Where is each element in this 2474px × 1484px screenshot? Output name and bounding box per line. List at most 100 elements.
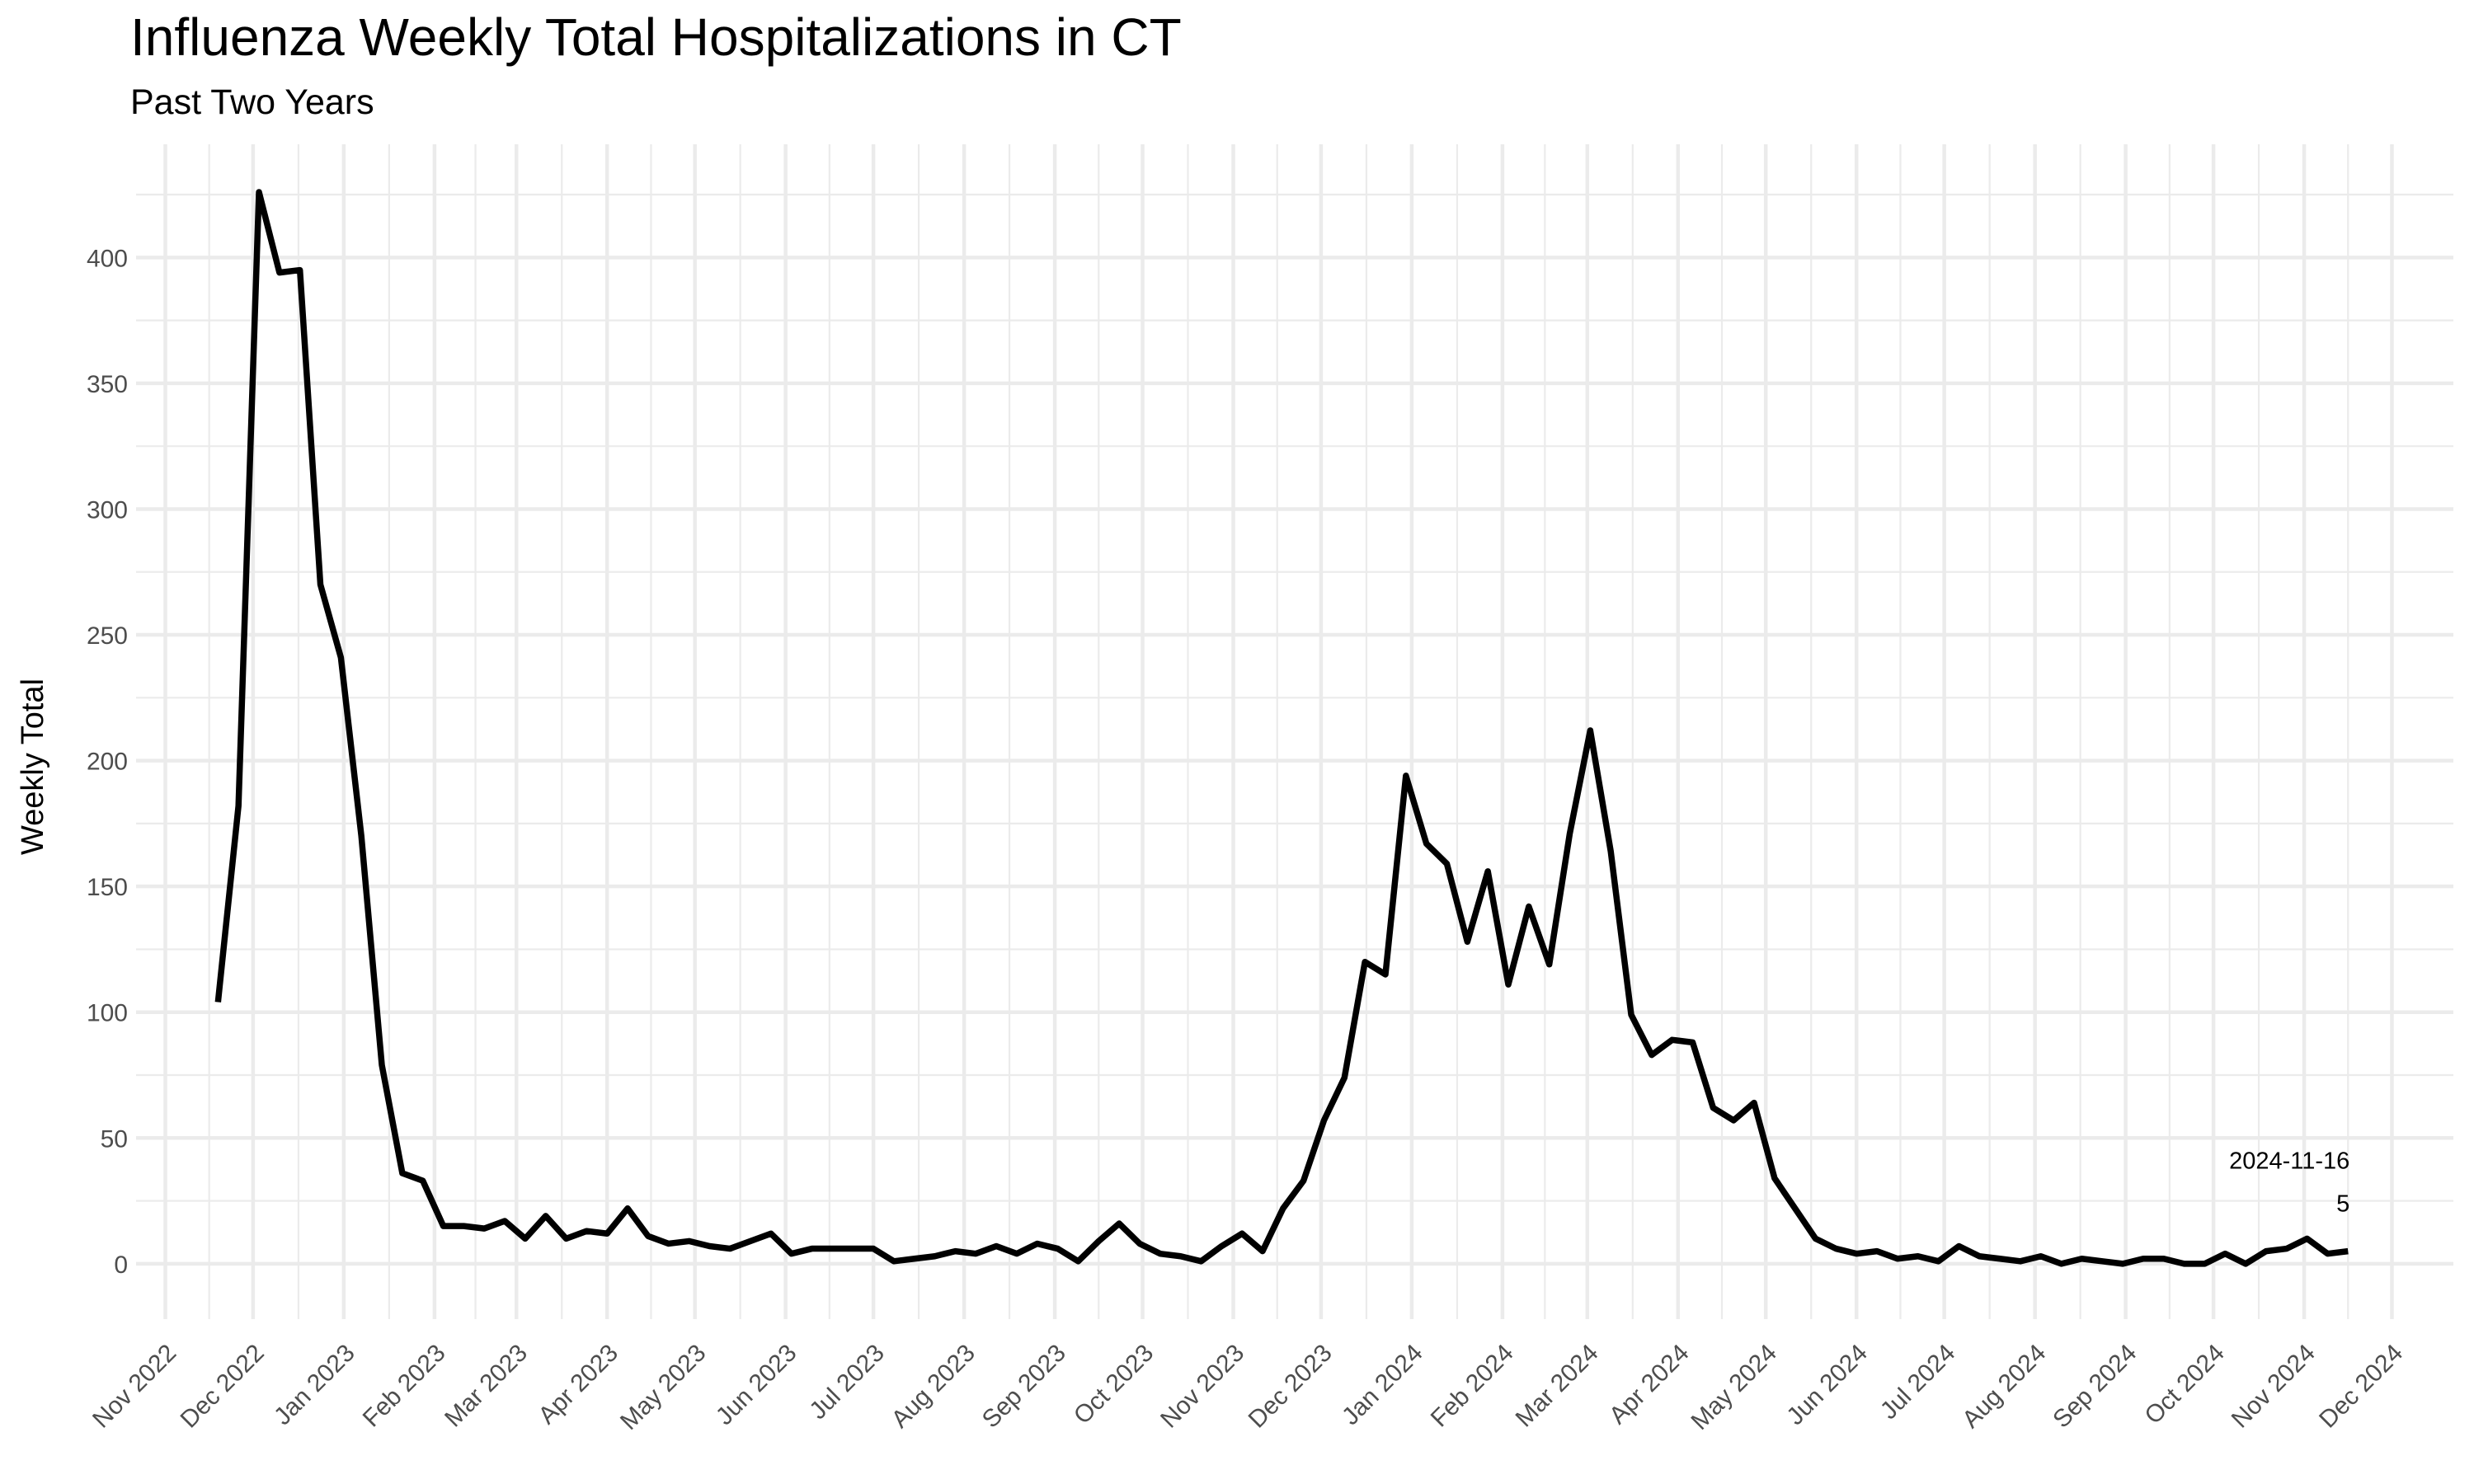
data-point (461, 1223, 467, 1229)
chart-title: Influenza Weekly Total Hospitalizations … (130, 7, 1182, 67)
data-point (2079, 1256, 2085, 1261)
x-tick-label: Apr 2024 (1604, 1339, 1694, 1429)
data-point (830, 1246, 835, 1252)
data-point (768, 1231, 774, 1237)
data-point (379, 1062, 385, 1068)
data-point (1219, 1243, 1225, 1249)
y-tick-label: 0 (114, 1252, 128, 1279)
y-tick-label: 400 (87, 245, 128, 272)
data-point (297, 267, 303, 273)
data-point (1096, 1238, 1102, 1244)
data-point (2161, 1256, 2166, 1261)
data-point (748, 1238, 754, 1244)
x-tick-label: Sep 2024 (2048, 1339, 2142, 1433)
data-point (1731, 1117, 1737, 1123)
x-tick-label: Oct 2024 (2139, 1339, 2229, 1429)
data-point (1342, 1075, 1348, 1081)
data-point (1649, 1052, 1654, 1058)
minor-gridlines (136, 144, 2453, 1319)
data-point (563, 1236, 569, 1242)
data-point (543, 1213, 548, 1219)
data-point (2202, 1261, 2208, 1266)
data-point (1362, 959, 1368, 965)
series-line (214, 189, 2349, 1267)
data-point (1034, 1241, 1040, 1247)
data-point (522, 1236, 528, 1242)
data-point (809, 1246, 815, 1252)
data-point (994, 1243, 999, 1249)
data-point (1526, 904, 1531, 909)
data-point (891, 1258, 896, 1264)
x-tick-label: Aug 2024 (1957, 1339, 2051, 1433)
data-point (1382, 971, 1388, 977)
data-point (1280, 1205, 1286, 1211)
data-point (215, 999, 221, 1005)
data-point (1956, 1243, 1962, 1249)
data-point (871, 1246, 877, 1252)
x-tick-label: May 2023 (615, 1339, 711, 1435)
data-point (2058, 1261, 2064, 1266)
data-point (317, 581, 323, 587)
data-point (604, 1231, 610, 1237)
x-tick-label: Dec 2024 (2314, 1339, 2408, 1433)
x-tick-label: Mar 2024 (1511, 1339, 1604, 1432)
data-point (2222, 1251, 2228, 1256)
x-tick-label: Nov 2022 (87, 1339, 181, 1433)
x-tick-label: Apr 2023 (534, 1339, 623, 1429)
data-point (1300, 1178, 1306, 1184)
y-tick-label: 350 (87, 371, 128, 398)
x-tick-label: Jun 2023 (711, 1339, 802, 1430)
data-point (1690, 1040, 1696, 1045)
data-point (1669, 1037, 1675, 1043)
x-tick-label: Jul 2023 (804, 1339, 890, 1425)
data-point (276, 270, 282, 275)
data-point (1813, 1236, 1818, 1242)
x-tick-label: Dec 2022 (176, 1339, 270, 1433)
data-point (707, 1243, 713, 1249)
data-point (1833, 1246, 1839, 1252)
data-point (1710, 1105, 1716, 1111)
data-point (1587, 727, 1593, 733)
data-point (1629, 1012, 1634, 1017)
data-point (1977, 1253, 1982, 1259)
data-point (2038, 1253, 2044, 1259)
data-point (1608, 848, 1614, 854)
data-point (1075, 1258, 1081, 1264)
data-point (788, 1251, 794, 1256)
x-tick-label: Jan 2023 (269, 1339, 360, 1430)
data-point (727, 1246, 733, 1252)
data-point (1259, 1248, 1265, 1254)
data-point (1136, 1241, 1142, 1247)
data-point (359, 834, 365, 839)
data-point (1465, 939, 1470, 945)
data-point (1915, 1253, 1921, 1259)
data-point (1014, 1251, 1019, 1256)
y-tick-label: 50 (101, 1125, 128, 1153)
data-point (2120, 1261, 2126, 1266)
data-point (1894, 1256, 1900, 1261)
data-point (911, 1256, 917, 1261)
x-tick-label: Nov 2024 (2227, 1339, 2321, 1433)
data-point (256, 189, 262, 195)
data-point (236, 803, 242, 809)
data-point (850, 1246, 856, 1252)
data-point (420, 1178, 426, 1184)
data-point (1178, 1253, 1183, 1259)
data-point (2304, 1236, 2310, 1242)
data-point (1239, 1231, 1245, 1237)
data-point (1997, 1256, 2003, 1261)
data-point (2140, 1256, 2146, 1261)
data-point (645, 1233, 651, 1239)
x-tick-label: Feb 2024 (1426, 1339, 1519, 1432)
data-point (2017, 1258, 2023, 1264)
x-tick-label: Jun 2024 (1781, 1339, 1873, 1430)
data-point (1935, 1258, 1941, 1264)
y-tick-label: 150 (87, 874, 128, 901)
data-point (2345, 1248, 2351, 1254)
x-tick-label: Oct 2023 (1069, 1339, 1159, 1429)
data-point (502, 1218, 508, 1223)
data-point (2263, 1248, 2269, 1254)
data-point (1444, 861, 1450, 866)
